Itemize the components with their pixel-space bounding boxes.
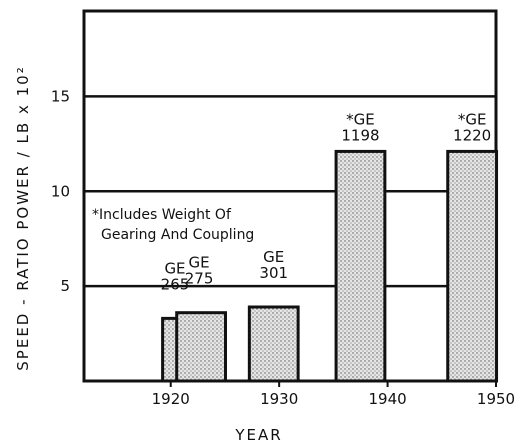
x-tick-label: 1920 [152, 390, 190, 408]
x-tick-label: 1950 [477, 390, 515, 408]
x-tick-label: 1940 [368, 390, 406, 408]
y-tick-label: 15 [51, 87, 70, 105]
bar-label-bottom: 265 [161, 275, 190, 293]
bar-label-bottom: 301 [259, 264, 288, 282]
bar-301 [247, 305, 300, 383]
bar-label-top: *GE [458, 110, 487, 128]
bar-1220 [446, 149, 499, 383]
bar-label-top: *GE [346, 110, 375, 128]
bar-1198 [334, 149, 387, 383]
bar-label-bottom: 1220 [453, 126, 491, 144]
bar-label-top: GE [164, 259, 185, 277]
y-tick-label: 5 [60, 277, 70, 295]
footnote-line-1: *Includes Weight Of [92, 207, 232, 223]
bar-label-top: GE [263, 248, 284, 266]
footnote-line-2: Gearing And Coupling [101, 227, 254, 243]
bar-label-bottom: 275 [185, 270, 214, 288]
x-axis-title: YEAR [234, 426, 282, 444]
bar-label-top: GE [189, 254, 210, 272]
bar-label-bottom: 1198 [341, 126, 379, 144]
y-axis-title: SPEED - RATIO POWER / LB x 10² [14, 65, 32, 370]
y-tick-label: 10 [51, 182, 70, 200]
x-tick-label: 1930 [260, 390, 298, 408]
bar-275 [175, 311, 227, 383]
